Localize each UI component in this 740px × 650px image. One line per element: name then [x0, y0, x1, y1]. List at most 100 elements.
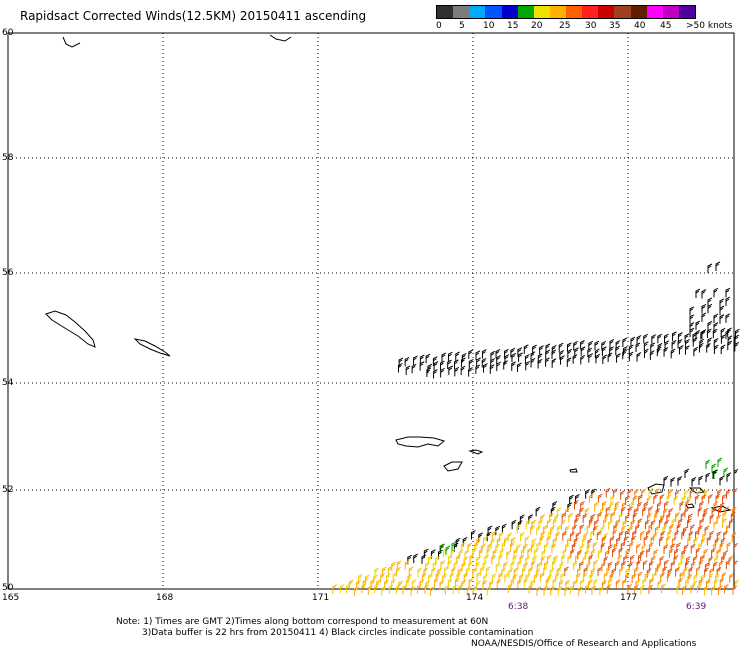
wind-barb — [483, 574, 489, 584]
wind-barb — [411, 579, 417, 589]
wind-barb — [723, 584, 729, 594]
wind-barb — [719, 577, 725, 588]
wind-barb — [670, 561, 676, 571]
wind-barb — [666, 513, 672, 523]
wind-barb — [695, 288, 701, 299]
wind-barb — [530, 351, 536, 361]
wind-barb — [536, 586, 542, 596]
wind-barb — [536, 562, 542, 572]
wind-barb — [524, 354, 530, 364]
wind-barb — [575, 493, 580, 504]
wind-barb — [716, 567, 722, 577]
island-rat-2 — [710, 505, 732, 513]
wind-barb — [680, 554, 686, 564]
wind-barb — [649, 350, 655, 360]
wind-barb — [585, 489, 590, 499]
wind-barb — [501, 567, 507, 577]
wind-barb — [397, 363, 403, 373]
wind-barb — [447, 578, 453, 588]
wind-barb — [699, 501, 704, 511]
island-kiska — [647, 483, 665, 495]
wind-barb — [580, 501, 585, 511]
wind-barb — [365, 574, 370, 584]
wind-barb — [703, 585, 709, 596]
wind-barb — [339, 583, 345, 594]
wind-barb — [690, 543, 696, 554]
wind-barb — [684, 507, 690, 518]
wind-barb — [564, 525, 570, 536]
wind-barb — [546, 518, 552, 529]
wind-barb — [734, 334, 740, 345]
wind-barb — [730, 511, 736, 522]
wind-barb — [707, 303, 713, 314]
wind-barb — [585, 584, 590, 594]
wind-barb — [530, 579, 536, 589]
wind-barb — [636, 352, 642, 362]
wind-barb — [681, 530, 687, 540]
coast-top-mid — [269, 34, 292, 42]
wind-barb — [708, 556, 714, 566]
wind-barb — [604, 513, 610, 523]
wind-barb — [733, 560, 738, 570]
wind-barb — [413, 355, 418, 365]
wind-barb — [579, 507, 585, 517]
wind-barb — [535, 568, 541, 578]
colorbar-segment — [630, 6, 647, 18]
wind-barb — [482, 579, 488, 590]
wind-barb — [602, 580, 607, 590]
wind-barb — [427, 573, 433, 584]
wind-barb — [711, 585, 716, 596]
wind-barb — [499, 548, 505, 558]
wind-barb — [642, 560, 648, 570]
wind-barb — [610, 494, 616, 505]
wind-barb — [561, 554, 566, 565]
wind-barb — [623, 536, 629, 546]
wind-barb — [523, 578, 529, 588]
wind-barb — [476, 357, 481, 367]
wind-barb — [615, 345, 621, 356]
wind-speed-colorbar — [436, 5, 696, 19]
island-semichi — [468, 449, 484, 455]
wind-barb — [722, 511, 728, 522]
time-label-2: 6:39 — [686, 602, 707, 612]
wind-barb — [601, 340, 607, 351]
wind-barb — [608, 520, 613, 530]
colorbar-segment — [501, 6, 518, 18]
wind-barb — [677, 332, 683, 342]
note-line-2: 3)Data buffer is 22 hrs from 20150411 4)… — [142, 628, 534, 638]
wind-barb — [671, 536, 677, 547]
wind-barb — [627, 488, 633, 499]
wind-barb — [725, 559, 731, 570]
wind-barb — [466, 585, 472, 596]
wind-barb — [562, 531, 568, 541]
wind-barb — [609, 536, 615, 546]
wind-barb — [674, 530, 680, 541]
wind-barb — [582, 572, 588, 582]
wind-barb — [387, 565, 393, 576]
wind-barb — [720, 327, 726, 338]
map-frame — [7, 32, 735, 590]
wind-barb — [567, 348, 573, 359]
wind-barb — [711, 463, 717, 473]
wind-barb — [562, 548, 568, 558]
wind-barb — [501, 541, 507, 552]
wind-barb — [591, 488, 597, 499]
wind-barb — [722, 494, 727, 504]
wind-barb — [703, 489, 709, 499]
wind-barb — [659, 555, 665, 566]
wind-barb — [729, 573, 734, 583]
longitude-label: 177 — [620, 593, 638, 603]
wind-barb — [648, 584, 654, 595]
wind-barb — [444, 585, 450, 595]
wind-barb — [713, 313, 719, 324]
wind-barb — [475, 561, 481, 572]
wind-barb — [570, 584, 575, 595]
wind-barb — [392, 572, 398, 582]
wind-barb — [607, 578, 613, 588]
wind-barb — [723, 530, 728, 541]
wind-barb — [381, 566, 387, 577]
wind-barb — [708, 573, 714, 583]
wind-barb — [580, 340, 585, 350]
wind-barb — [513, 548, 519, 558]
wind-barb — [430, 549, 436, 559]
